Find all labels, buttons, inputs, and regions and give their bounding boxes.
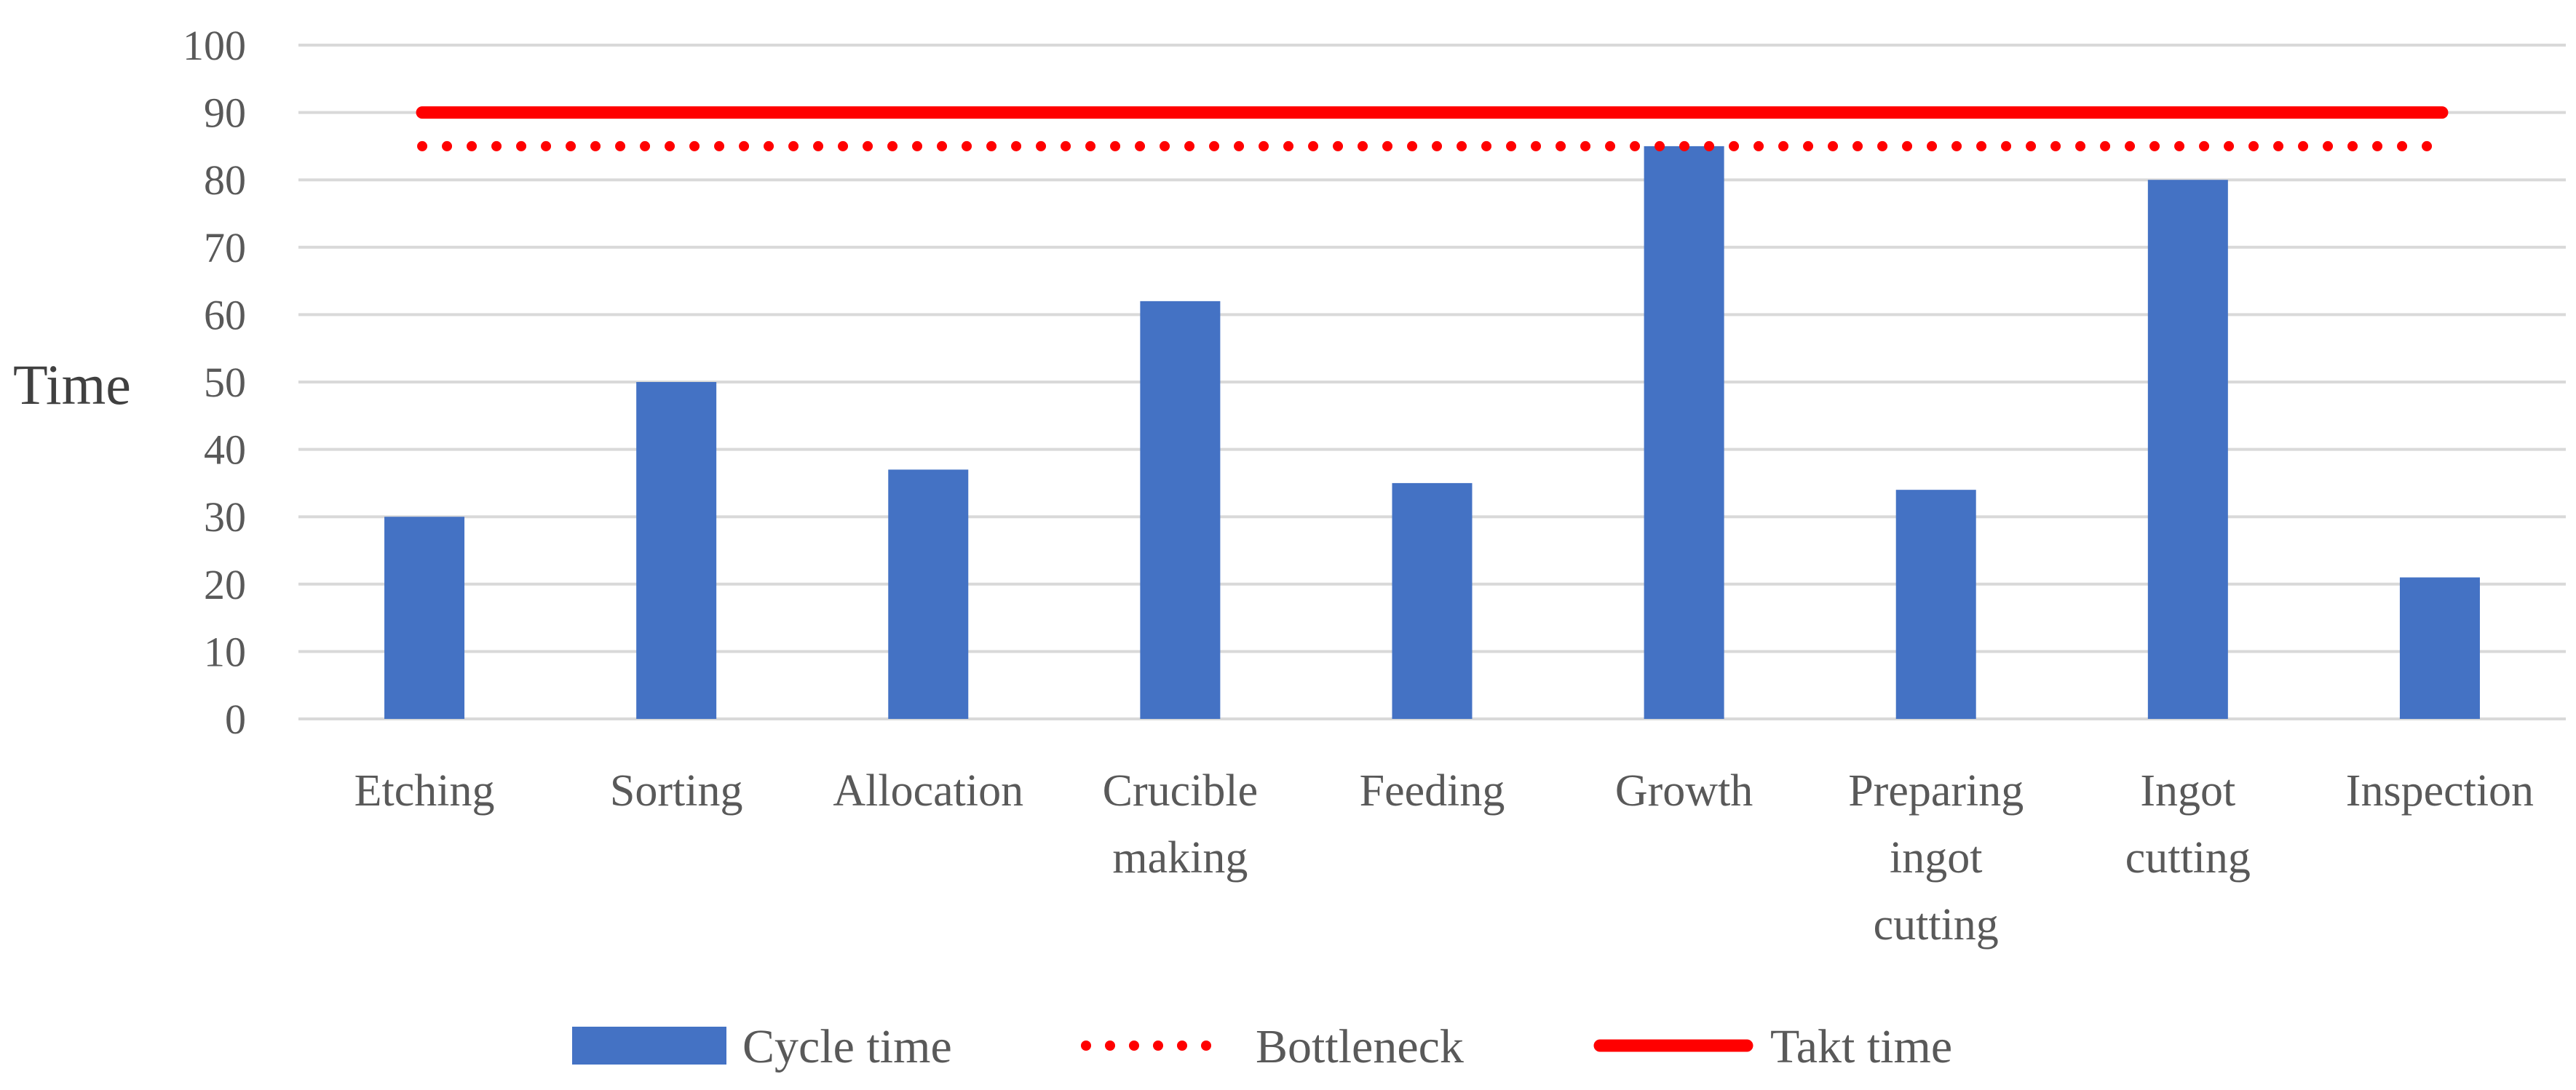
x-tick-label: Etching <box>354 766 495 816</box>
bar-series-cycle-time <box>384 146 2480 719</box>
y-tick-label: 30 <box>204 493 246 541</box>
x-tick-label: Inspection <box>2346 766 2534 816</box>
y-tick-label: 10 <box>204 628 246 675</box>
x-tick-label: Ingot <box>2140 766 2235 816</box>
legend-swatch-cycle-time <box>572 1027 726 1065</box>
reference-lines <box>416 106 2449 151</box>
x-tick-label: Feeding <box>1360 766 1505 816</box>
bar-allocation <box>888 469 969 719</box>
legend-label-takt-time: Takt time <box>1770 1020 1952 1073</box>
bar-crucible-making <box>1140 301 1221 719</box>
y-tick-label: 90 <box>204 89 246 137</box>
bar-growth <box>1644 146 1724 719</box>
y-axis-title: Time <box>13 353 131 416</box>
x-tick-label: Sorting <box>610 766 743 816</box>
y-tick-label: 80 <box>204 156 246 204</box>
bar-etching <box>384 517 465 719</box>
y-tick-label: 70 <box>204 224 246 271</box>
legend-label-cycle-time: Cycle time <box>742 1020 952 1073</box>
bar-preparing-ingot-cutting <box>1895 490 1976 719</box>
bar-sorting <box>636 382 717 719</box>
x-tick-label: Growth <box>1615 766 1753 816</box>
x-tick-label: ingot <box>1890 833 1982 883</box>
legend: Cycle time Bottleneck Takt time <box>572 1020 1952 1073</box>
x-tick-label: Preparing <box>1848 766 2024 816</box>
legend-label-bottleneck: Bottleneck <box>1256 1020 1464 1073</box>
y-tick-label: 0 <box>225 696 246 743</box>
bar-ingot-cutting <box>2147 180 2228 719</box>
x-tick-label: cutting <box>2125 833 2251 883</box>
y-tick-label: 20 <box>204 561 246 608</box>
y-axis-ticks: 0 10 20 30 40 50 60 70 80 90 100 <box>183 22 246 743</box>
x-tick-label: making <box>1112 833 1248 883</box>
y-tick-label: 60 <box>204 291 246 338</box>
x-tick-label: cutting <box>1874 900 1999 950</box>
bar-inspection <box>2399 577 2480 719</box>
y-tick-label: 50 <box>204 359 246 406</box>
x-axis-category-labels: Etching Sorting Allocation Crucible making Fe… <box>354 766 2534 950</box>
bar-feeding <box>1392 482 1473 719</box>
x-tick-label: Crucible <box>1103 766 1259 816</box>
x-tick-label: Allocation <box>833 766 1023 816</box>
y-tick-label: 40 <box>204 426 246 474</box>
y-tick-label: 100 <box>183 22 246 69</box>
